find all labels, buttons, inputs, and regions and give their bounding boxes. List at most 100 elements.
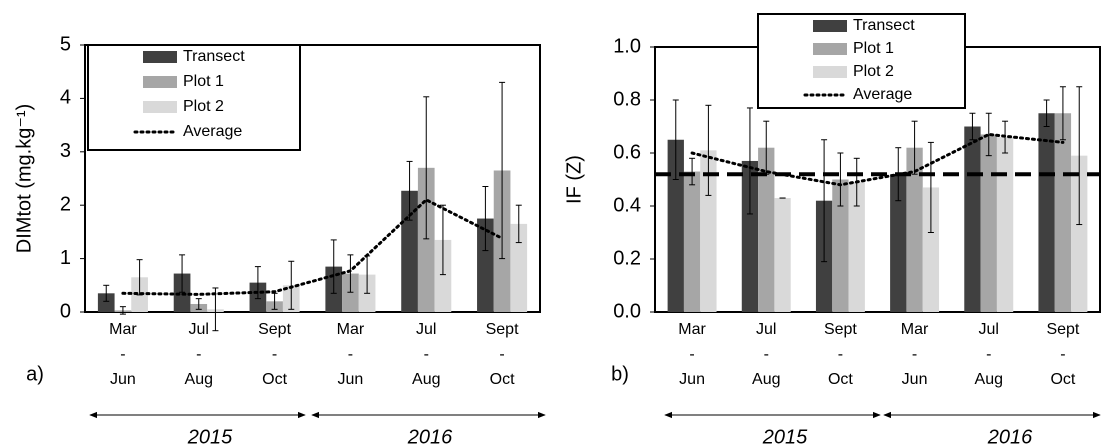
error-bar (330, 239, 337, 294)
x-tick-label: Aug (752, 371, 780, 388)
legend-label: Average (183, 123, 242, 140)
x-tick-label: Mar (901, 321, 929, 338)
x-tick-label: - (912, 346, 917, 363)
error-bar (423, 96, 430, 240)
bar (964, 126, 981, 312)
error-bar (406, 160, 413, 221)
x-tick-label: - (1060, 346, 1065, 363)
legend-swatch (813, 43, 847, 55)
x-tick-label: - (764, 346, 769, 363)
legend-label: Plot 1 (183, 73, 224, 90)
error-bar (103, 284, 110, 302)
y-tick-label: 1 (60, 247, 71, 269)
x-tick-label: Aug (412, 371, 440, 388)
x-tick-label: Jun (338, 371, 364, 388)
bar (758, 147, 775, 312)
error-bar (499, 81, 506, 260)
bar (1071, 155, 1088, 312)
x-tick-label: Mar (678, 321, 706, 338)
bar (683, 171, 701, 312)
error-bar (195, 298, 202, 310)
x-tick-label: Oct (490, 371, 515, 388)
legend-swatch (813, 66, 847, 78)
error-bar (672, 99, 679, 180)
bar (741, 160, 759, 312)
x-tick-label: - (986, 346, 991, 363)
bar (434, 239, 452, 312)
x-tick-label: Jun (110, 371, 136, 388)
error-bar (705, 104, 712, 196)
y-tick-label: 0 (60, 300, 71, 322)
y-tick-label: 5 (60, 33, 71, 55)
y-tick-label: 0.8 (613, 88, 641, 110)
error-bar (1043, 99, 1050, 127)
error-bar (927, 141, 934, 233)
plot-frame (84, 44, 541, 313)
bar (922, 187, 940, 312)
bar (832, 179, 849, 312)
error-bar (288, 260, 295, 310)
y-tick-label: 3 (60, 140, 71, 162)
bar (996, 137, 1014, 312)
legend-label: Transect (183, 48, 245, 65)
error-bar (179, 254, 186, 293)
x-tick-label: Sept (258, 321, 291, 338)
error-bar (969, 112, 976, 141)
bar (700, 150, 717, 312)
bar (477, 218, 494, 312)
error-bar (746, 107, 753, 215)
error-bar (985, 112, 992, 157)
x-tick-label: Jul (416, 321, 436, 338)
y-tick-label: 0.4 (613, 194, 641, 216)
bar (173, 273, 191, 312)
x-tick-label: - (272, 346, 277, 363)
x-tick-label: Aug (975, 371, 1003, 388)
y-tick-label: 1.0 (613, 35, 641, 57)
bar (1054, 113, 1072, 312)
error-bar (837, 152, 844, 207)
legend-box (87, 44, 301, 151)
error-bar (482, 186, 489, 252)
bar (1038, 113, 1055, 312)
bar (890, 174, 907, 312)
error-bar (821, 139, 828, 263)
legend-label: Plot 2 (183, 98, 224, 115)
bar (906, 147, 923, 312)
average-line (121, 198, 504, 296)
year-label: 2015 (762, 426, 808, 448)
x-tick-label: - (424, 346, 429, 363)
legend-swatch (143, 101, 177, 113)
x-tick-label: Mar (337, 321, 365, 338)
x-tick-label: Oct (262, 371, 287, 388)
error-bar (271, 292, 278, 310)
year-label: 2015 (187, 426, 233, 448)
bar (97, 293, 115, 312)
y-axis-label: IF (Z) (563, 155, 585, 204)
x-tick-label: Oct (1050, 371, 1075, 388)
error-bar (347, 254, 354, 293)
bar (401, 190, 418, 312)
bar (417, 167, 435, 312)
x-tick-label: Aug (185, 371, 213, 388)
x-tick-label: - (196, 346, 201, 363)
x-tick-label: Sept (486, 321, 519, 338)
y-tick-label: 0.0 (613, 300, 641, 322)
panel-label: b) (611, 363, 629, 385)
year-label: 2016 (407, 426, 453, 448)
x-tick-label: Jul (979, 321, 999, 338)
error-bar (119, 306, 126, 315)
error-bar (689, 157, 696, 186)
year-label: 2016 (987, 426, 1033, 448)
bar (774, 198, 791, 312)
x-tick-label: - (120, 346, 125, 363)
x-tick-label: - (838, 346, 843, 363)
x-tick-label: Sept (824, 321, 857, 338)
error-bar (515, 204, 522, 244)
x-tick-label: Jun (902, 371, 928, 388)
bar (667, 139, 684, 312)
panel-label: a) (26, 363, 44, 385)
x-tick-label: Jul (756, 321, 776, 338)
x-tick-label: - (499, 346, 504, 363)
x-tick-label: - (689, 346, 694, 363)
